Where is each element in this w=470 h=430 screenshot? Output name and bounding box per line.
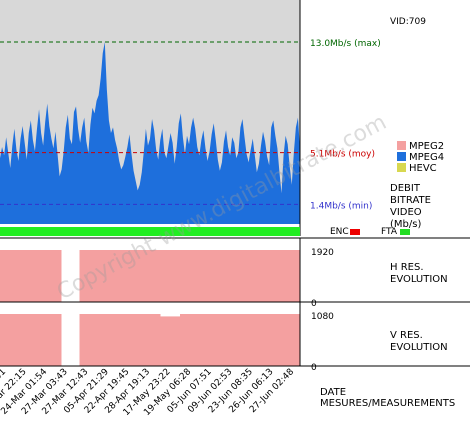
vid-label: VID:709: [390, 17, 426, 27]
legend-swatch-mpeg2: [397, 141, 406, 150]
bitrate-area: [0, 42, 300, 224]
reference-lines: 13.0Mb/s (max) 5.1Mb/s (moy) 1.4Mb/s (min): [0, 39, 381, 211]
enc-swatch: [350, 229, 360, 235]
ref-label-min: 1.4Mb/s (min): [310, 201, 372, 211]
legend: MPEG2 MPEG4 HEVC: [397, 141, 444, 174]
v-res-segment-2: [160, 316, 180, 366]
ref-label-max: 13.0Mb/s (max): [310, 39, 381, 49]
legend-swatch-hevc: [397, 163, 406, 172]
v-res-area: [0, 314, 300, 366]
v-res-label-line-1: V RES.: [390, 330, 423, 341]
v-res-tick-max: 1080: [311, 312, 334, 322]
h-res-segment-0: [0, 250, 62, 302]
x-axis-label-line-2: MESURES/MEASUREMENTS: [320, 398, 455, 409]
v-res-segment-1: [79, 314, 161, 366]
x-axis-label-line-1: DATE: [320, 387, 346, 398]
bitrate-ylabel: DEBIT BITRATE VIDEO (Mb/s): [390, 183, 431, 230]
ref-label-moy: 5.1Mb/s (moy): [310, 150, 375, 160]
status-bar: [0, 227, 300, 236]
legend-label-hevc: HEVC: [409, 163, 437, 174]
h-res-label-line-2: EVOLUTION: [390, 274, 448, 285]
bitrate-ylabel-line-3: VIDEO: [390, 207, 422, 218]
v-res-label-line-2: EVOLUTION: [390, 342, 448, 353]
fta-swatch: [400, 229, 410, 235]
h-res-area: [0, 250, 300, 302]
enc-label: ENC: [330, 227, 349, 237]
v-res-segment-0: [0, 314, 62, 366]
h-res-tick-max: 1920: [311, 248, 334, 258]
v-res-segment-3: [180, 314, 300, 366]
mpeg4-area-series: [0, 42, 300, 224]
h-res-segment-1: [79, 250, 300, 302]
bitrate-ylabel-line-1: DEBIT: [390, 183, 421, 194]
legend-swatch-mpeg4: [397, 152, 406, 161]
bitrate-ylabel-line-4: (Mb/s): [390, 219, 421, 230]
bitrate-ylabel-line-2: BITRATE: [390, 195, 431, 206]
fta-label: FTA: [381, 227, 398, 237]
h-res-tick-zero: 0: [311, 299, 317, 309]
v-res-tick-zero: 0: [311, 363, 317, 373]
legend-label-mpeg4: MPEG4: [409, 152, 444, 163]
legend-label-mpeg2: MPEG2: [409, 141, 444, 152]
h-res-label-line-1: H RES.: [390, 262, 424, 273]
